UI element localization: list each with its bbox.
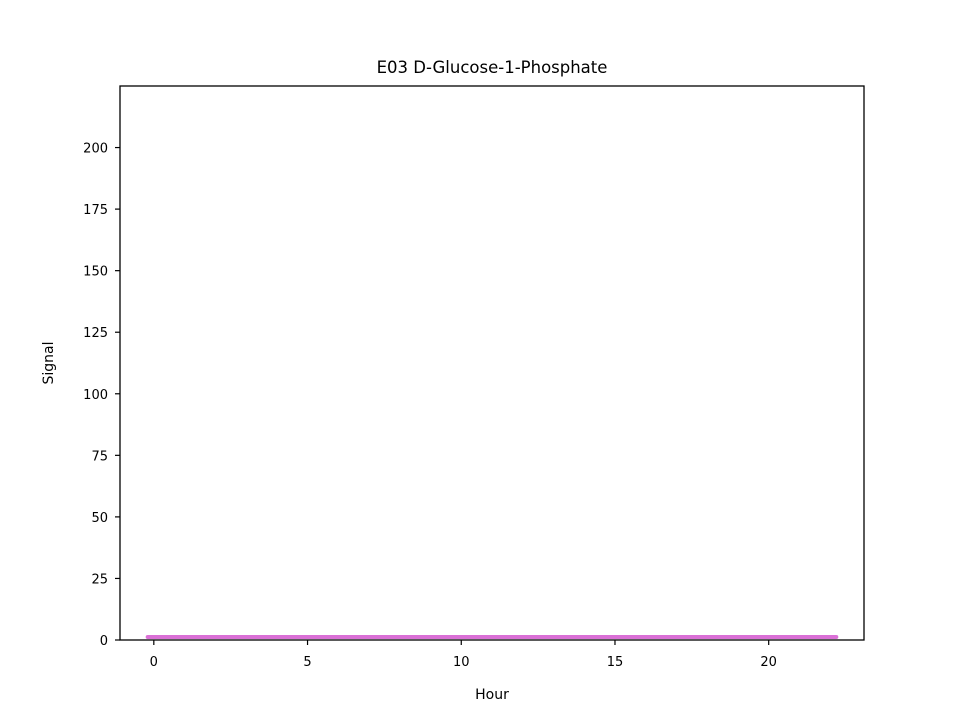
y-tick-label: 0 xyxy=(100,634,108,649)
y-tick-label: 200 xyxy=(83,142,108,157)
x-tick-label: 20 xyxy=(760,655,777,670)
y-tick-label: 50 xyxy=(91,511,108,526)
y-tick-label: 75 xyxy=(91,449,108,464)
y-tick-label: 100 xyxy=(83,388,108,403)
x-tick-label: 10 xyxy=(453,655,470,670)
y-axis-label: Signal xyxy=(41,341,57,384)
x-tick-label: 15 xyxy=(607,655,624,670)
x-axis-label: Hour xyxy=(475,687,509,703)
x-axis: 0 5 10 15 20 xyxy=(150,640,777,670)
y-axis: 0 25 50 75 100 125 150 175 200 xyxy=(83,142,120,649)
y-tick-label: 175 xyxy=(83,203,108,218)
y-tick-label: 150 xyxy=(83,265,108,280)
y-tick-label: 125 xyxy=(83,326,108,341)
chart-title: E03 D-Glucose-1-Phosphate xyxy=(377,58,608,77)
y-tick-label: 25 xyxy=(91,572,108,587)
x-tick-label: 5 xyxy=(303,655,311,670)
plot-frame xyxy=(119,85,865,641)
x-tick-label: 0 xyxy=(150,655,158,670)
